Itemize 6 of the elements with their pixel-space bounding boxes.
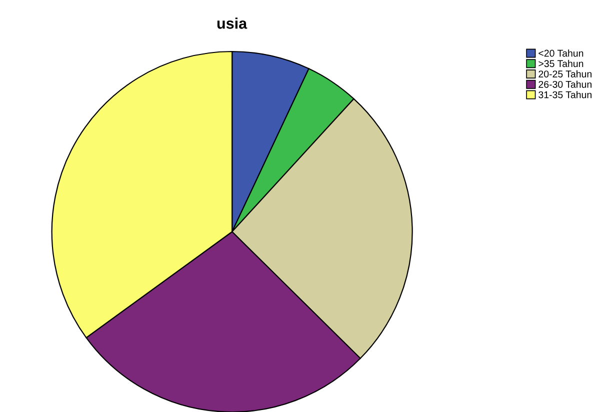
- legend-label: 26-30 Tahun: [538, 80, 592, 88]
- chart-title: usia: [217, 18, 248, 29]
- legend-label: 20-25 Tahun: [538, 70, 592, 78]
- legend-label: <20 Tahun: [538, 50, 584, 57]
- legend-label: >35 Tahun: [538, 60, 584, 68]
- legend-label: 31-35 Tahun: [538, 91, 592, 98]
